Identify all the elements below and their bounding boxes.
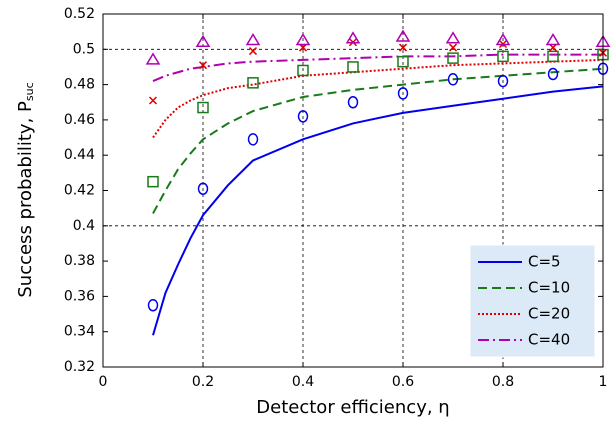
y-axis-label-main: Success probability, P bbox=[15, 101, 36, 298]
y-tick-label: 0.34 bbox=[64, 324, 95, 340]
marker bbox=[295, 33, 311, 46]
x-axis-label: Detector efficiency, η bbox=[256, 397, 449, 418]
y-tick-label: 0.38 bbox=[64, 253, 95, 269]
marker bbox=[297, 110, 309, 123]
x-tick-label: 1 bbox=[599, 374, 608, 390]
y-tick-label: 0.32 bbox=[64, 359, 95, 375]
y-tick-label: 0.42 bbox=[64, 183, 95, 199]
legend-label: C=10 bbox=[528, 279, 570, 297]
x-tick-label: 0.2 bbox=[192, 374, 214, 390]
marker bbox=[197, 101, 209, 114]
marker bbox=[245, 33, 261, 46]
marker bbox=[145, 52, 161, 65]
marker bbox=[497, 74, 509, 88]
plot-frame bbox=[102, 13, 604, 368]
marker bbox=[345, 31, 361, 44]
x-tick-label: 0.6 bbox=[392, 374, 414, 390]
line bbox=[152, 67, 604, 214]
legend-label: C=5 bbox=[528, 253, 561, 271]
y-tick-label: 0.36 bbox=[64, 288, 95, 304]
y-tick-label: 0.48 bbox=[64, 77, 95, 93]
marker bbox=[347, 96, 359, 109]
marker bbox=[195, 34, 211, 47]
legend-label: C=20 bbox=[528, 305, 570, 323]
marker bbox=[147, 175, 159, 188]
x-tick-label: 0 bbox=[99, 374, 108, 390]
line bbox=[152, 58, 604, 139]
marker bbox=[447, 73, 459, 86]
marker bbox=[448, 43, 458, 52]
marker bbox=[547, 67, 559, 81]
marker bbox=[547, 50, 559, 63]
marker bbox=[147, 298, 159, 312]
y-tick-label: 0.5 bbox=[73, 41, 95, 57]
marker bbox=[397, 87, 409, 100]
x-tick-label: 0.8 bbox=[492, 374, 514, 390]
legend-label: C=40 bbox=[528, 331, 570, 349]
y-axis-label-sub: suc bbox=[23, 82, 36, 101]
x-tick-label: 0.4 bbox=[292, 374, 314, 390]
marker bbox=[497, 50, 509, 63]
marker bbox=[197, 182, 209, 195]
marker bbox=[545, 33, 561, 46]
marker bbox=[297, 64, 309, 77]
marker bbox=[347, 61, 359, 73]
y-tick-label: 0.46 bbox=[64, 112, 95, 128]
marker bbox=[447, 52, 459, 64]
marker bbox=[248, 47, 258, 56]
y-tick-label: 0.44 bbox=[64, 147, 95, 163]
y-tick-label: 0.4 bbox=[73, 218, 95, 234]
line bbox=[152, 85, 604, 336]
marker bbox=[247, 77, 259, 89]
line bbox=[152, 53, 603, 82]
marker bbox=[198, 61, 208, 70]
y-axis-label: Success probability, Psuc bbox=[15, 82, 36, 297]
y-tick-label: 0.52 bbox=[64, 6, 95, 22]
marker bbox=[247, 133, 259, 146]
marker bbox=[397, 55, 409, 68]
marker bbox=[398, 43, 408, 52]
marker bbox=[395, 29, 411, 42]
marker bbox=[495, 33, 511, 46]
marker bbox=[148, 96, 158, 105]
marker bbox=[445, 31, 461, 44]
legend-box bbox=[469, 244, 596, 358]
